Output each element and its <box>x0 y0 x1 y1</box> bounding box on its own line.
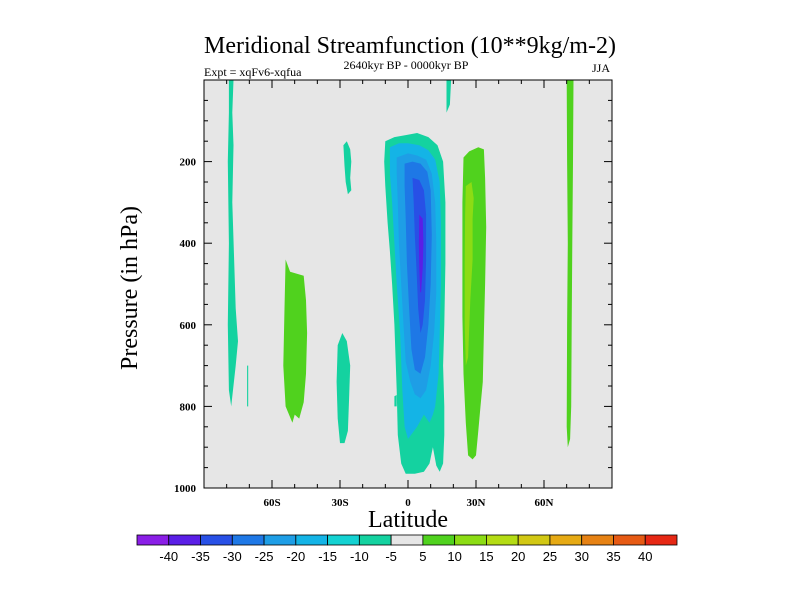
colorbar-swatch <box>136 534 170 546</box>
colorbar-label: 40 <box>638 549 652 564</box>
contour-region-cyan-dot-5S <box>394 395 397 407</box>
colorbar-swatch <box>295 534 328 546</box>
y-tick-label: 1000 <box>174 483 197 495</box>
x-tick-label: 30N <box>467 497 486 509</box>
colorbar-swatch <box>613 534 646 546</box>
colorbar-swatch <box>486 534 519 546</box>
colorbar-swatch <box>422 534 456 546</box>
colorbar-swatch <box>517 534 551 546</box>
x-tick-label: 30S <box>331 497 348 509</box>
contour-region-green-cell-30N-inner <box>464 182 474 366</box>
contour-region-cyan-blob-30S-lower <box>336 333 351 444</box>
x-tick-label: 0 <box>405 497 411 509</box>
colorbar-label: -20 <box>286 549 305 564</box>
y-axis-title: Pressure (in hPa) <box>117 206 143 370</box>
season-label: JJA <box>592 61 610 75</box>
experiment-label: Expt = xqFv6-xqfua <box>204 65 302 79</box>
colorbar-label: -35 <box>191 549 210 564</box>
colorbar-swatch <box>327 534 360 546</box>
colorbar-label: -40 <box>159 549 178 564</box>
colorbar-swatch <box>263 534 297 546</box>
colorbar-label: -10 <box>350 549 369 564</box>
y-axis-ticks: 200 400 600 800 1000 <box>174 79 612 495</box>
x-axis-title: Latitude <box>368 507 448 533</box>
contour-region-cyan-strip-18N <box>446 80 452 113</box>
colorbar-label: 15 <box>479 549 493 564</box>
colorbar-label: 5 <box>419 549 426 564</box>
contour-region-green-strip-70N <box>566 80 574 448</box>
colorbar-swatch <box>231 534 265 546</box>
colorbar-label: 25 <box>543 549 557 564</box>
contour-region-green-blob-50S <box>283 259 308 423</box>
colorbar-label: 30 <box>574 549 588 564</box>
contour-region-cyan-fleck-70S <box>247 365 249 407</box>
colorbar-swatch <box>200 534 233 546</box>
colorbar-swatch <box>549 534 583 546</box>
chart-title: Meridional Streamfunction (10**9kg/m-2) <box>204 33 616 59</box>
y-tick-label: 200 <box>180 157 197 169</box>
colorbar-label: 35 <box>606 549 620 564</box>
contour-regions <box>227 80 574 474</box>
colorbar-label: -30 <box>223 549 242 564</box>
colorbar-swatch <box>168 534 201 546</box>
colorbar: -40 -35 -30 -25 -20 -15 -10 -5 5 10 15 20 25 30 35 40 <box>136 534 678 564</box>
plot-area: 60S 30S 0 30N 60N 200 400 600 800 1000 <box>174 79 613 509</box>
contour-region-cyan-streak-27S-upper <box>343 141 352 195</box>
time-range-label: 2640kyr BP - 0000kyr BP <box>344 58 469 72</box>
colorbar-swatch <box>581 534 614 546</box>
colorbar-swatch <box>358 534 392 546</box>
contour-region-tropical-cell-30 <box>418 214 424 293</box>
colorbar-label: 10 <box>447 549 461 564</box>
y-tick-label: 400 <box>180 238 197 250</box>
x-tick-label: 60N <box>535 497 554 509</box>
colorbar-label: 20 <box>511 549 525 564</box>
colorbar-swatch <box>454 534 487 546</box>
colorbar-label: -5 <box>385 549 397 564</box>
x-axis-ticks: 60S 30S 0 30N 60N <box>203 80 613 509</box>
colorbar-label: -25 <box>255 549 274 564</box>
colorbar-swatch <box>644 534 678 546</box>
contour-region-cyan-strip-75S <box>227 80 238 407</box>
y-tick-label: 600 <box>180 320 197 332</box>
y-tick-label: 800 <box>180 401 197 413</box>
colorbar-label: -15 <box>318 549 337 564</box>
x-tick-label: 60S <box>263 497 280 509</box>
colorbar-swatch <box>390 534 424 546</box>
